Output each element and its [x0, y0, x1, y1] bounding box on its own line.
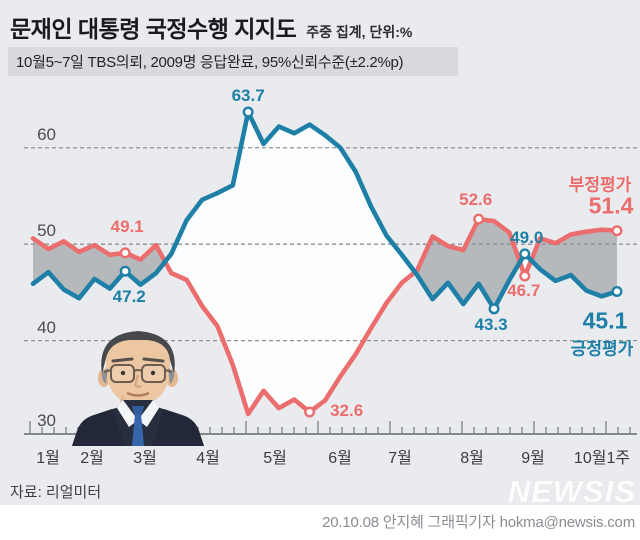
survey-info: 10월5~7일 TBS의뢰, 2009명 응답완료, 95%신뢰수준(±2.2%…	[16, 54, 404, 71]
x-axis-month-label: 5월	[263, 450, 287, 467]
legend-negative-label: 부정평가	[568, 175, 632, 195]
data-point-label: 49.0	[510, 227, 544, 247]
x-axis-month-label: 7월	[388, 450, 412, 467]
data-point-label: 46.7	[507, 281, 541, 301]
y-axis-label: 50	[37, 221, 56, 241]
x-axis-month-label: 8월	[460, 450, 484, 467]
title-tagline: 주중 집계, 단위:%	[306, 24, 413, 40]
x-axis-month-label: 2월	[80, 450, 104, 467]
source-label: 자료: 리얼미터	[10, 484, 102, 501]
subtitle-band: 10월5~7일 TBS의뢰, 2009명 응답완료, 95%신뢰수준(±2.2%…	[8, 47, 458, 76]
newsis-watermark-logo: NEWSIS	[507, 474, 636, 509]
final-positive-value: 45.1	[582, 307, 628, 334]
data-point-label: 63.7	[231, 86, 265, 106]
y-axis-label: 40	[37, 317, 56, 337]
president-portrait-photo	[72, 331, 204, 446]
x-axis-month-label: 3월	[133, 450, 157, 467]
x-axis-month-label: 4월	[196, 450, 220, 467]
header: 문재인 대통령 국정수행 지지도 주중 집계, 단위:%	[10, 10, 412, 44]
data-point-label: 47.2	[112, 287, 146, 307]
data-point-label: 32.6	[330, 401, 364, 421]
credit-line: 20.10.08 안지혜 그래픽기자 hokma@newsis.com	[322, 514, 635, 531]
x-axis-month-label: 6월	[328, 450, 352, 467]
data-point-label: 49.1	[110, 216, 144, 236]
data-point-label: 52.6	[459, 190, 493, 210]
y-axis-label: 30	[37, 411, 56, 430]
legend-positive-label: 긍정평가	[570, 339, 634, 359]
page-title: 문재인 대통령 국정수행 지지도	[10, 16, 297, 42]
x-axis-month-label: 1월	[36, 450, 60, 467]
x-axis-month-label: 9월	[521, 450, 545, 467]
data-point-label: 43.3	[474, 314, 508, 334]
final-negative-value: 51.4	[588, 192, 634, 219]
y-axis-label: 60	[37, 124, 56, 144]
x-axis-month-label: 10월1주	[573, 450, 631, 467]
